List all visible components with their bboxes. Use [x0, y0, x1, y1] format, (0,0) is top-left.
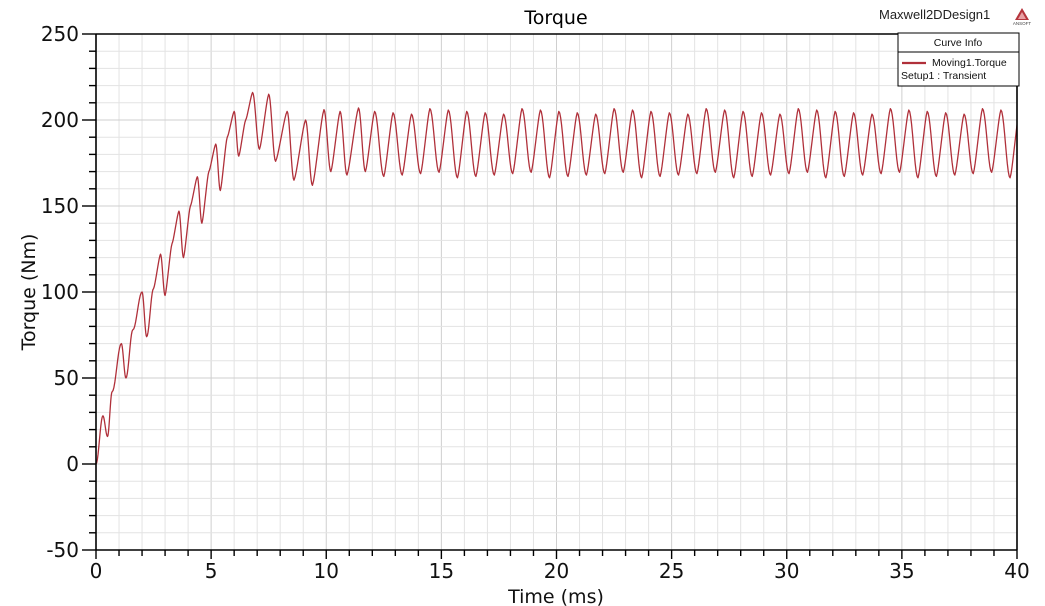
x-tick-label: 35 [889, 559, 914, 583]
x-tick-label: 25 [659, 559, 684, 583]
legend-entry-name[interactable]: Moving1.Torque [932, 57, 1007, 69]
y-tick-label: 200 [41, 108, 79, 132]
x-tick-label: 5 [205, 559, 218, 583]
x-tick-label: 30 [774, 559, 799, 583]
legend-entry-setup: Setup1 : Transient [901, 70, 986, 82]
x-axis-label: Time (ms) [507, 586, 604, 606]
y-tick-label: 150 [41, 194, 79, 218]
y-tick-label: 50 [54, 366, 79, 390]
chart-title: Torque [523, 7, 587, 29]
y-axis-label: Torque (Nm) [18, 234, 40, 352]
ansoft-logo-icon: ANSOFT [1013, 8, 1032, 26]
torque-curve [96, 91, 1017, 465]
legend-box [897, 32, 1020, 87]
x-tick-label: 10 [314, 559, 339, 583]
legend[interactable]: Curve Info Moving1.Torque Setup1 : Trans… [897, 32, 1020, 87]
y-tick-label: -50 [46, 538, 79, 562]
axis-ticks [82, 33, 1018, 559]
design-name: Maxwell2DDesign1 [879, 7, 990, 22]
legend-title: Curve Info [934, 37, 983, 49]
y-tick-label: 100 [41, 280, 79, 304]
x-tick-label: 20 [544, 559, 569, 583]
tick-labels: 0 5 10 15 20 25 30 35 40 -50 0 50 100 150 200 250 [41, 22, 1030, 583]
x-tick-label: 40 [1004, 559, 1029, 583]
logo-text: ANSOFT [1013, 21, 1032, 26]
y-tick-label: 250 [41, 22, 79, 46]
x-tick-label: 0 [90, 559, 103, 583]
y-tick-label: 0 [66, 452, 79, 476]
x-tick-label: 15 [429, 559, 454, 583]
